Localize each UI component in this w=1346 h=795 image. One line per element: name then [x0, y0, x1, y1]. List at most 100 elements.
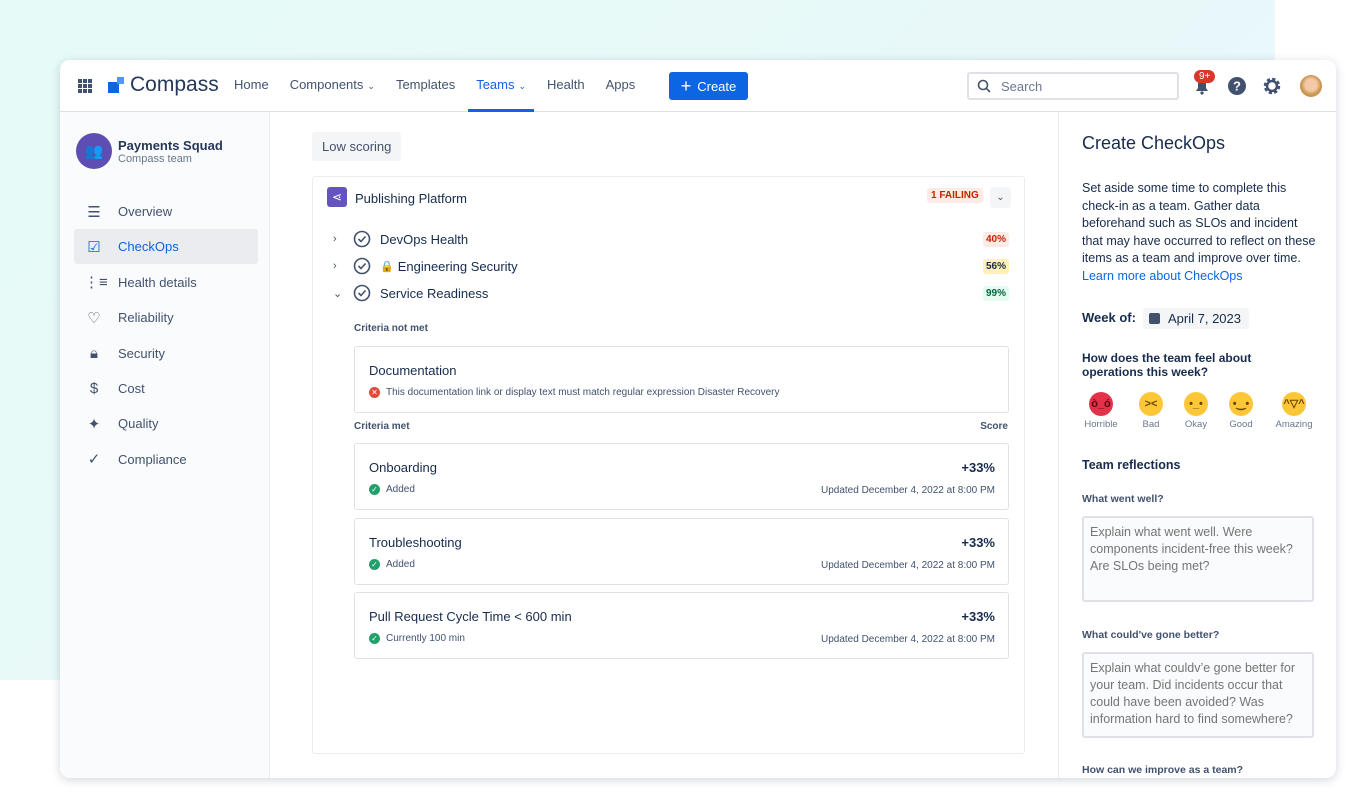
- chevron-right-icon[interactable]: ›: [333, 260, 337, 272]
- chevron-down-icon[interactable]: ⌄: [333, 287, 343, 300]
- description-text: Set aside some time to complete this che…: [1082, 181, 1316, 265]
- mood-bad[interactable]: >< Bad: [1126, 392, 1176, 430]
- nav-label: Apps: [605, 77, 636, 92]
- nav-label: Health: [547, 77, 585, 92]
- logo-text: Compass: [130, 73, 219, 96]
- criteria-title: Documentation: [369, 363, 457, 378]
- search-input[interactable]: Search: [967, 72, 1179, 100]
- week-label: Week of:: [1082, 310, 1136, 325]
- search-placeholder: Search: [1001, 78, 1043, 94]
- mood-amazing[interactable]: ^▽^ Amazing: [1269, 392, 1319, 430]
- went-well-input[interactable]: [1082, 516, 1314, 602]
- top-nav: Compass Home Components ⌄ Templates Teams ⌄ He…: [60, 60, 1336, 112]
- criteria-met-item: Troubleshooting +33% ✓ Added Updated Decembe…: [354, 517, 1009, 585]
- mood-label: Bad: [1142, 419, 1160, 430]
- sidebar-item-label: Security: [118, 345, 165, 361]
- success-icon: ✓: [369, 633, 380, 644]
- mood-label: Good: [1229, 419, 1253, 430]
- week-date-picker[interactable]: April 7, 2023: [1143, 308, 1249, 329]
- check-circle-icon: ✓: [87, 451, 101, 469]
- success-icon: ✓: [369, 558, 380, 570]
- compass-logo[interactable]: Compass: [108, 73, 219, 97]
- updated-timestamp: Updated December 4, 2022 at 8:00 PM: [821, 485, 995, 496]
- sidebar-item-label: Health details: [118, 274, 197, 290]
- sidebar-item-compliance[interactable]: ✓ Compliance: [74, 442, 258, 477]
- nav-templates[interactable]: Templates: [388, 60, 463, 112]
- nav-menu: Home Components ⌄ Templates Teams ⌄ Health Apps: [226, 60, 648, 112]
- lock-icon: 🔒︎: [90, 344, 98, 362]
- sidebar-item-reliability[interactable]: ♡ Reliability: [74, 300, 258, 335]
- mood-label: Amazing: [1275, 419, 1313, 430]
- criteria-score: +33%: [961, 534, 995, 550]
- app-switcher-icon[interactable]: [78, 79, 92, 93]
- emoji-amazing-icon: ^▽^: [1282, 392, 1306, 416]
- failing-badge: 1 FAILING: [927, 188, 983, 203]
- emoji-okay-icon: •_•: [1184, 392, 1208, 416]
- sidebar-item-label: Compliance: [118, 451, 187, 467]
- nav-apps[interactable]: Apps: [598, 60, 644, 112]
- sidebar-item-health-details[interactable]: ⋮≡ Health details: [74, 265, 258, 300]
- team-avatar: 👥: [76, 133, 112, 169]
- mood-good[interactable]: •‿• Good: [1216, 392, 1266, 430]
- scorecard-row[interactable]: › DevOps Health 40%: [333, 229, 1009, 249]
- team-name[interactable]: Payments Squad: [118, 138, 223, 153]
- menu-icon: ☰: [87, 203, 101, 221]
- chevron-down-icon: ⌄: [518, 81, 527, 91]
- reflections-title: Team reflections: [1082, 458, 1181, 472]
- search-icon: [977, 79, 991, 93]
- criteria-not-met-label: Criteria not met: [354, 323, 428, 334]
- sidebar-item-security[interactable]: 🔒︎ Security: [74, 336, 258, 371]
- nav-teams[interactable]: Teams ⌄: [468, 60, 534, 112]
- gone-better-input[interactable]: [1082, 652, 1314, 738]
- week-value: April 7, 2023: [1168, 311, 1241, 326]
- component-title[interactable]: Publishing Platform: [355, 191, 467, 206]
- nav-components[interactable]: Components ⌄: [282, 60, 383, 112]
- criteria-message: This documentation link or display text …: [386, 387, 780, 398]
- lock-icon: 🔒: [380, 260, 394, 273]
- sidebar-item-overview[interactable]: ☰ Overview: [74, 194, 258, 229]
- nav-label: Home: [234, 77, 269, 92]
- settings-icon[interactable]: [1262, 76, 1282, 96]
- panel-description: Set aside some time to complete this che…: [1082, 180, 1320, 285]
- chevron-down-icon[interactable]: ⌄: [990, 187, 1011, 208]
- check-circle-icon: [353, 257, 371, 275]
- component-card: ⋖ Publishing Platform 1 FAILING ⌄ › DevOp…: [312, 176, 1025, 754]
- sidebar-item-cost[interactable]: $ Cost: [74, 371, 258, 406]
- create-checkops-panel: Create CheckOps Set aside some time to c…: [1058, 112, 1336, 778]
- check-circle-icon: [353, 230, 371, 248]
- emoji-horrible-icon: ò_ó: [1089, 392, 1113, 416]
- emoji-bad-icon: ><: [1139, 392, 1163, 416]
- sidebar-item-quality[interactable]: ✦ Quality: [74, 406, 258, 441]
- heart-icon: ♡: [87, 309, 101, 327]
- scorecard-name: Service Readiness: [380, 285, 489, 301]
- scorecard-row[interactable]: › 🔒 Engineering Security 56%: [333, 256, 1009, 276]
- app-window: Compass Home Components ⌄ Templates Teams ⌄ He…: [60, 60, 1336, 778]
- plus-icon: +: [680, 76, 692, 96]
- notification-badge: 9+: [1194, 70, 1216, 83]
- create-button[interactable]: + Create: [669, 72, 748, 100]
- learn-more-link[interactable]: Learn more about CheckOps: [1082, 268, 1243, 283]
- question-went-well: What went well?: [1082, 493, 1164, 505]
- criteria-status: Added: [386, 484, 415, 495]
- score-column-label: Score: [980, 421, 1008, 432]
- criteria-status: Added: [386, 558, 415, 570]
- list-icon: ⋮≡: [84, 274, 108, 292]
- help-icon[interactable]: ?: [1227, 76, 1247, 96]
- mood-horrible[interactable]: ò_ó Horrible: [1076, 392, 1126, 430]
- nav-home[interactable]: Home: [226, 60, 277, 112]
- low-scoring-filter[interactable]: Low scoring: [312, 132, 402, 161]
- main-content: Low scoring ⋖ Publishing Platform 1 FAIL…: [271, 112, 1058, 778]
- checkbox-icon: ☑: [87, 238, 101, 256]
- mood-okay[interactable]: •_• Okay: [1171, 392, 1221, 430]
- compass-logo-icon: [108, 77, 124, 93]
- mood-question: How does the team feel about operations …: [1082, 351, 1252, 379]
- user-avatar[interactable]: [1300, 75, 1322, 97]
- sidebar-item-checkops[interactable]: ☑ CheckOps: [74, 229, 258, 265]
- chevron-down-icon: ⌄: [367, 81, 375, 91]
- chevron-right-icon[interactable]: ›: [333, 233, 337, 245]
- score-badge: 40%: [982, 231, 1009, 247]
- criteria-score: +33%: [961, 609, 995, 624]
- criteria-met-item: Onboarding +33% ✓ Added Updated December 4, …: [354, 443, 1009, 510]
- scorecard-row[interactable]: ⌄ Service Readiness 99%: [333, 283, 1009, 303]
- nav-health[interactable]: Health: [539, 60, 593, 112]
